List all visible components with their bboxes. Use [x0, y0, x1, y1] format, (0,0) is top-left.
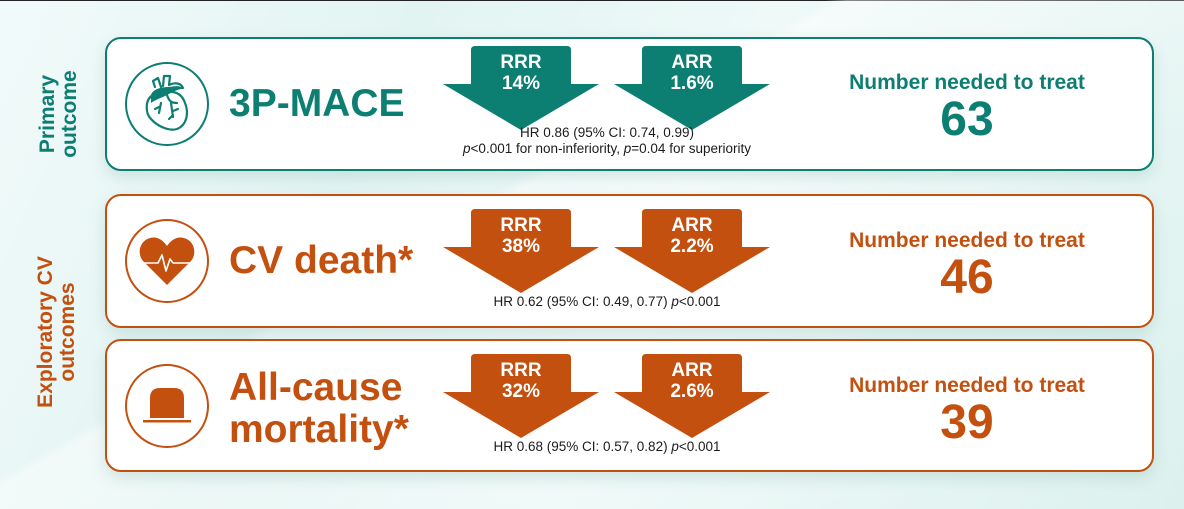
anatomical-heart-icon [125, 62, 209, 146]
exploratory-outcomes-label: Exploratory CV outcomes [34, 222, 79, 442]
rrr-label: RRR [500, 215, 542, 236]
rrr-label: RRR [500, 360, 542, 381]
rrr-arrow: RRR 32% [441, 354, 601, 438]
p-symbol: p [671, 439, 679, 454]
label-line: outcomes [56, 282, 79, 382]
arr-label: ARR [671, 360, 713, 381]
rrr-arrow: RRR 14% [441, 46, 601, 130]
heart-pulse-icon [125, 219, 209, 303]
arr-arrow: ARR 2.2% [612, 209, 772, 293]
nnt-label: Number needed to treat [849, 71, 1085, 94]
tombstone-icon [125, 364, 209, 448]
nnt-value: 46 [940, 251, 994, 304]
hazard-ratio-stats: HR 0.86 (95% CI: 0.74, 0.99) p<0.001 for… [427, 125, 787, 157]
hr-text: HR 0.62 (95% CI: 0.49, 0.77) [493, 294, 672, 309]
hazard-ratio-stats: HR 0.68 (95% CI: 0.57, 0.82) p<0.001 [427, 439, 787, 455]
p-symbol: p [623, 141, 632, 156]
outcome-card-all-cause-mortality: All-cause mortality* RRR 32% ARR 2.6% HR… [105, 339, 1154, 472]
nnt-label: Number needed to treat [849, 229, 1085, 252]
p-symbol: p [463, 141, 471, 156]
hazard-ratio-stats: HR 0.62 (95% CI: 0.49, 0.77) p<0.001 [427, 294, 787, 310]
outcome-title: CV death* [229, 239, 414, 282]
p-value: <0.001 [678, 294, 721, 309]
hr-line: HR 0.86 (95% CI: 0.74, 0.99) [519, 125, 695, 140]
primary-outcome-label: Primary outcome [36, 39, 81, 189]
nnt-value: 63 [940, 93, 994, 146]
nnt-block: Number needed to treat 39 [807, 374, 1127, 448]
arr-arrow: ARR 1.6% [612, 46, 772, 130]
p-value-line: p<0.001 for non-inferiority, p=0.04 for … [427, 141, 787, 157]
p-symbol: p [671, 294, 679, 309]
arr-value: 2.6% [670, 381, 714, 402]
p-text: <0.001 for non-inferiority, [470, 141, 624, 156]
rrr-value: 14% [501, 73, 541, 94]
arr-arrow: ARR 2.6% [612, 354, 772, 438]
title-line: All-cause [229, 366, 403, 409]
arr-label: ARR [671, 52, 713, 73]
title-line: mortality* [229, 408, 409, 451]
rrr-arrow: RRR 38% [441, 209, 601, 293]
outcome-card-cv-death: CV death* RRR 38% ARR 2.2% HR 0.62 (95% … [105, 194, 1154, 328]
nnt-value: 39 [940, 396, 994, 449]
rrr-label: RRR [500, 52, 542, 73]
hr-text: HR 0.68 (95% CI: 0.57, 0.82) [493, 439, 672, 454]
rrr-value: 38% [501, 236, 541, 257]
outcome-title: All-cause mortality* [229, 367, 409, 451]
nnt-block: Number needed to treat 63 [807, 71, 1127, 145]
label-line: outcome [58, 70, 81, 158]
p-text: =0.04 for superiority [631, 141, 751, 156]
arr-value: 1.6% [670, 73, 714, 94]
label-line: Primary [36, 74, 59, 154]
arr-label: ARR [671, 215, 713, 236]
outcome-title: 3P-MACE [229, 82, 405, 125]
outcome-card-3p-mace: 3P-MACE RRR 14% ARR 1.6% HR 0.86 (95% CI… [105, 37, 1154, 171]
rrr-value: 32% [501, 381, 541, 402]
label-line: Exploratory CV [34, 256, 57, 408]
p-value: <0.001 [678, 439, 721, 454]
nnt-label: Number needed to treat [849, 374, 1085, 397]
nnt-block: Number needed to treat 46 [807, 229, 1127, 303]
arr-value: 2.2% [670, 236, 714, 257]
top-border [0, 0, 1184, 1]
